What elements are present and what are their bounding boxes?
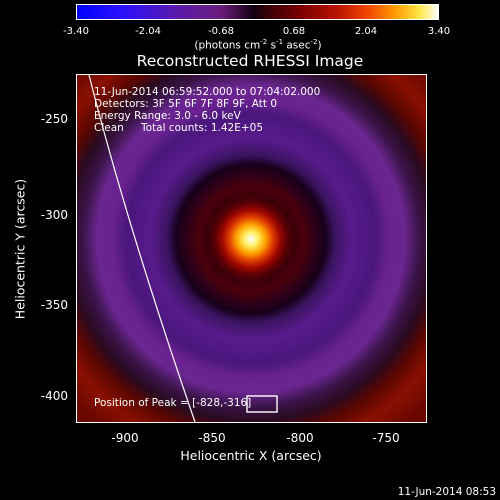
y-tick-label: -350: [40, 298, 68, 312]
colorbar-tick: 2.04: [354, 26, 378, 37]
x-tick-label: -750: [372, 431, 400, 445]
colorbar-tick: -3.40: [63, 26, 89, 37]
peak-position: Position of Peak = [-828,-316]: [94, 397, 252, 409]
colorbar-tick: 3.40: [427, 26, 451, 37]
x-tick-label: -850: [198, 431, 226, 445]
solar-limb-line: [88, 75, 196, 422]
y-tick-label: -400: [40, 389, 68, 403]
x-tick-label: -800: [286, 431, 314, 445]
method-label: Clean: [94, 122, 124, 134]
colorbar: [76, 4, 439, 20]
x-axis-label: Heliocentric X (arcsec): [180, 448, 322, 463]
colorbar-units: (photons cm-2 s-1 asec-2): [194, 38, 322, 52]
peak-marker-box: [246, 395, 278, 413]
total-counts: Total counts: 1.42E+05: [141, 122, 264, 134]
energy-range-line: Energy Range: 3.0 - 6.0 keV: [94, 110, 241, 122]
time-range: 11-Jun-2014 06:59:52.000 to 07:04:02.000: [94, 86, 321, 98]
detectors-line: Detectors: 3F 5F 6F 7F 8F 9F, Att 0: [94, 98, 278, 110]
image-background: [77, 75, 426, 422]
y-tick-label: -300: [40, 208, 68, 222]
xray-image-map: [77, 75, 426, 422]
x-tick-label: -900: [111, 431, 139, 445]
colorbar-tick: -0.68: [208, 26, 234, 37]
colorbar-tick: 0.68: [282, 26, 306, 37]
colorbar-tick: -2.04: [135, 26, 161, 37]
solar-image: [76, 74, 427, 423]
render-timestamp: 11-Jun-2014 08:53: [397, 486, 496, 498]
y-tick-label: -250: [40, 112, 68, 126]
image-title: Reconstructed RHESSI Image: [136, 52, 364, 70]
y-axis-label: Heliocentric Y (arcsec): [12, 178, 28, 320]
